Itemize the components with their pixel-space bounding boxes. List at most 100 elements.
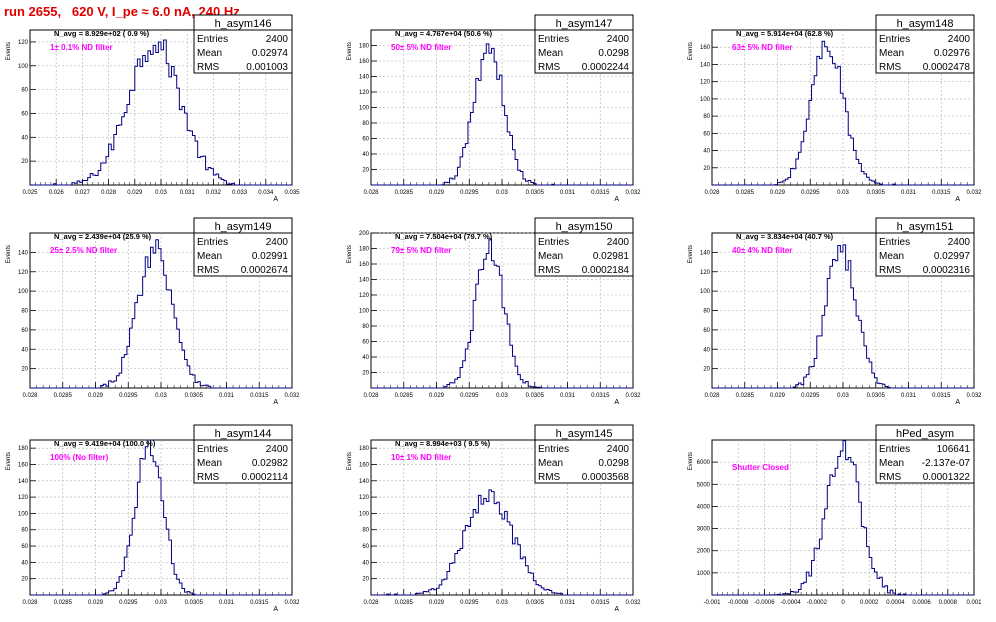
filter-label: 25± 2.5% ND filter: [50, 246, 117, 255]
x-tick-label: 0.0285: [54, 393, 73, 399]
x-axis-title: A: [273, 606, 278, 613]
y-tick-label: 100: [18, 289, 29, 295]
histogram-curve: [712, 244, 974, 389]
filter-label: 40± 4% ND filter: [732, 246, 792, 255]
x-tick-label: 0: [841, 600, 845, 606]
y-tick-label: 40: [703, 149, 710, 155]
histogram-curve: [30, 439, 292, 596]
y-tick-label: 2000: [697, 549, 711, 555]
stats-entries-label: Entries: [879, 237, 910, 248]
x-tick-label: 0.0006: [912, 600, 931, 606]
y-axis-title: Events: [6, 245, 12, 263]
x-tick-label: 0.026: [49, 190, 65, 196]
histogram-curve: [371, 489, 633, 596]
filter-label: 79± 5% ND filter: [391, 246, 451, 255]
stats-entries-value: 2400: [266, 444, 289, 455]
histogram-panel-h_asym145: 0.028 0.0285 0.029 0.0295 0.03 0.0305 0.031 0.0…: [347, 424, 641, 613]
histogram-panel-h_asym146: 0.025 0.026 0.027 0.028 0.029 0.03 0.031 0.032 0…: [6, 14, 300, 203]
y-tick-label: 80: [362, 528, 369, 534]
stats-box: [534, 14, 634, 74]
stats-mean-value: -2.137e-07: [922, 458, 971, 469]
x-tick-label: 0.032: [625, 190, 641, 196]
y-tick-label: 20: [362, 168, 369, 174]
x-tick-label: 0.033: [232, 190, 248, 196]
stats-rms-label: RMS: [197, 265, 220, 276]
x-tick-label: 0.028: [704, 393, 720, 399]
stats-entries-label: Entries: [197, 237, 228, 248]
y-tick-label: 120: [359, 293, 370, 299]
y-tick-label: 100: [18, 511, 29, 517]
histogram-curve: [712, 40, 974, 186]
y-tick-label: 5000: [697, 482, 711, 488]
y-tick-label: 80: [362, 324, 369, 330]
stats-box: [193, 14, 293, 74]
x-axis-title: A: [614, 196, 619, 203]
y-tick-label: 120: [359, 90, 370, 96]
x-tick-label: 0.0285: [395, 600, 414, 606]
stats-mean-value: 0.0298: [598, 48, 629, 59]
y-tick-label: 180: [18, 446, 29, 452]
stats-entries-label: Entries: [538, 34, 569, 45]
x-tick-label: 0.0315: [591, 190, 610, 196]
x-axis-title: A: [614, 399, 619, 406]
histogram-panel-h_asym144: 0.028 0.0285 0.029 0.0295 0.03 0.0305 0.031 0.0…: [6, 424, 300, 613]
x-tick-label: 0.032: [206, 190, 222, 196]
stats-rms-value: 0.0003568: [582, 472, 630, 483]
stats-entries-label: Entries: [538, 444, 569, 455]
y-tick-label: 140: [18, 479, 29, 485]
histogram-panel-hPed_asym: -0.001 -0.0008 -0.0006 -0.0004 -0.0002 0 0.000…: [688, 424, 982, 606]
y-tick-label: 60: [21, 111, 28, 117]
y-tick-label: 20: [703, 367, 710, 373]
filter-label: 50± 5% ND filter: [391, 43, 451, 52]
x-tick-label: 0.028: [101, 190, 117, 196]
y-tick-label: 60: [703, 328, 710, 334]
y-tick-label: 100: [359, 309, 370, 315]
x-tick-label: 0.032: [284, 393, 300, 399]
stats-title: h_asym147: [556, 18, 613, 30]
x-tick-label: 0.0295: [801, 190, 820, 196]
x-tick-label: -0.0004: [780, 600, 801, 606]
stats-rms-value: 0.0002478: [923, 62, 971, 73]
x-tick-label: 0.0285: [395, 190, 414, 196]
y-tick-label: 40: [21, 347, 28, 353]
histogram-curve: [30, 239, 292, 389]
y-tick-label: 120: [18, 495, 29, 501]
x-tick-label: 0.032: [966, 393, 982, 399]
navg-label: N_avg = 9.419e+04 (100.0 %): [54, 439, 156, 448]
stats-mean-value: 0.02981: [593, 251, 630, 262]
y-tick-label: 100: [700, 97, 711, 103]
x-tick-label: 0.031: [219, 600, 235, 606]
stats-title: h_asym144: [215, 428, 272, 440]
x-tick-label: -0.0006: [754, 600, 775, 606]
x-tick-label: 0.0315: [250, 393, 269, 399]
y-tick-label: 100: [700, 289, 711, 295]
x-axis-title: A: [614, 606, 619, 613]
stats-entries-label: Entries: [197, 34, 228, 45]
x-tick-label: 0.032: [625, 600, 641, 606]
x-tick-label: 0.031: [560, 600, 576, 606]
x-tick-label: 0.0315: [932, 393, 951, 399]
x-tick-label: 0.0285: [54, 600, 73, 606]
stats-mean-label: Mean: [879, 458, 904, 469]
stats-mean-label: Mean: [538, 251, 563, 262]
stats-mean-label: Mean: [879, 48, 904, 59]
x-tick-label: 0.029: [429, 393, 445, 399]
y-axis-title: Events: [688, 42, 694, 60]
y-tick-label: 100: [359, 106, 370, 112]
x-tick-label: 0.0002: [860, 600, 879, 606]
stats-rms-value: 0.0002244: [582, 62, 630, 73]
stats-entries-value: 2400: [607, 444, 630, 455]
stats-entries-label: Entries: [879, 444, 910, 455]
y-tick-label: 140: [359, 479, 370, 485]
stats-rms-value: 0.0001322: [923, 472, 971, 483]
stats-title: h_asym145: [556, 428, 613, 440]
y-axis-title: Events: [6, 42, 12, 60]
x-tick-label: 0.03: [496, 393, 508, 399]
stats-mean-value: 0.02974: [252, 48, 289, 59]
stats-rms-value: 0.001003: [246, 62, 288, 73]
y-axis-title: Events: [347, 42, 353, 60]
stats-box: [193, 424, 293, 484]
y-tick-label: 140: [700, 250, 711, 256]
y-tick-label: 80: [703, 114, 710, 120]
